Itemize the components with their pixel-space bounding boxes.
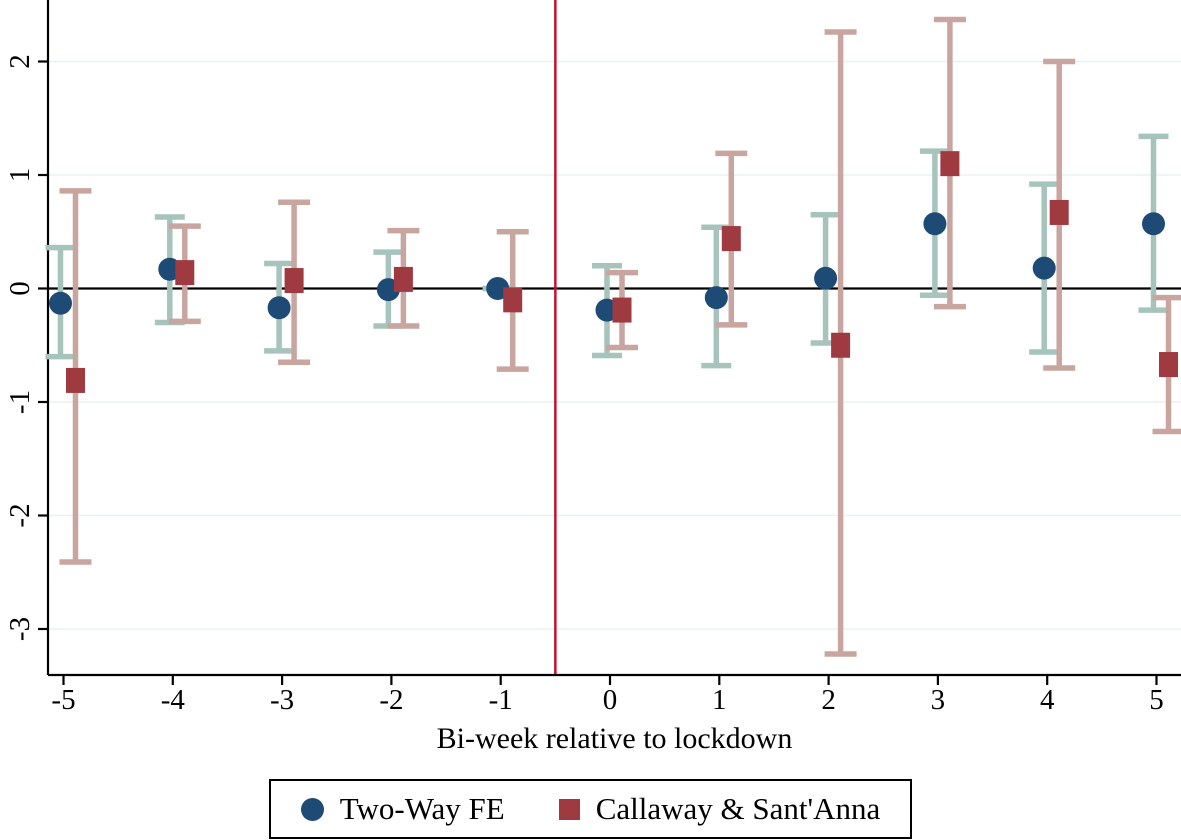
point-marker-square [1159,352,1178,378]
y-tick-label: -2 [4,503,36,527]
point-marker-square [940,151,960,177]
point-marker-circle [49,291,72,315]
x-tick-label: 1 [712,684,727,716]
x-tick-label: -2 [379,684,403,716]
point-marker-square [66,367,85,393]
x-tick-label: -3 [270,684,294,716]
point-marker-circle [1142,212,1165,236]
x-tick-label: -5 [51,684,75,716]
point-marker-circle [814,266,838,290]
point-marker-square [831,332,851,358]
point-marker-square [284,268,304,294]
square-marker-icon [558,798,580,820]
point-marker-square [1049,199,1069,225]
y-tick-label: -3 [4,617,36,641]
y-tick-label: 1 [4,168,36,183]
y-tick-label: 2 [4,54,36,69]
point-marker-circle [704,286,728,310]
circle-marker-icon [300,797,324,821]
x-tick-label: -1 [489,684,513,716]
point-marker-square [721,226,741,252]
x-tick-label: 2 [821,684,836,716]
legend: Two-Way FE Callaway & Sant'Anna [268,779,913,839]
point-marker-square [393,266,413,292]
legend-label-two-way-fe: Two-Way FE [339,791,505,826]
x-axis-title: Bi-week relative to lockdown [436,722,793,755]
x-tick-label: 0 [603,684,618,716]
x-tick-label: 4 [1040,684,1055,716]
legend-label-callaway-santanna: Callaway & Sant'Anna [595,791,881,826]
y-tick-label: -1 [4,390,36,414]
legend-item-two-way-fe: Two-Way FE [300,791,505,827]
point-marker-circle [1032,256,1056,280]
x-tick-label: 3 [931,684,946,716]
point-marker-circle [267,296,291,320]
point-marker-circle [923,212,947,236]
legend-item-callaway-santanna: Callaway & Sant'Anna [558,791,881,827]
x-tick-label: -4 [161,684,186,716]
point-marker-square [503,287,523,313]
point-marker-square [612,297,632,323]
legend-container: Two-Way FE Callaway & Sant'Anna [0,779,1181,839]
x-tick-label: 5 [1149,684,1164,716]
point-marker-square [175,260,195,286]
y-tick-label: 0 [4,281,36,296]
